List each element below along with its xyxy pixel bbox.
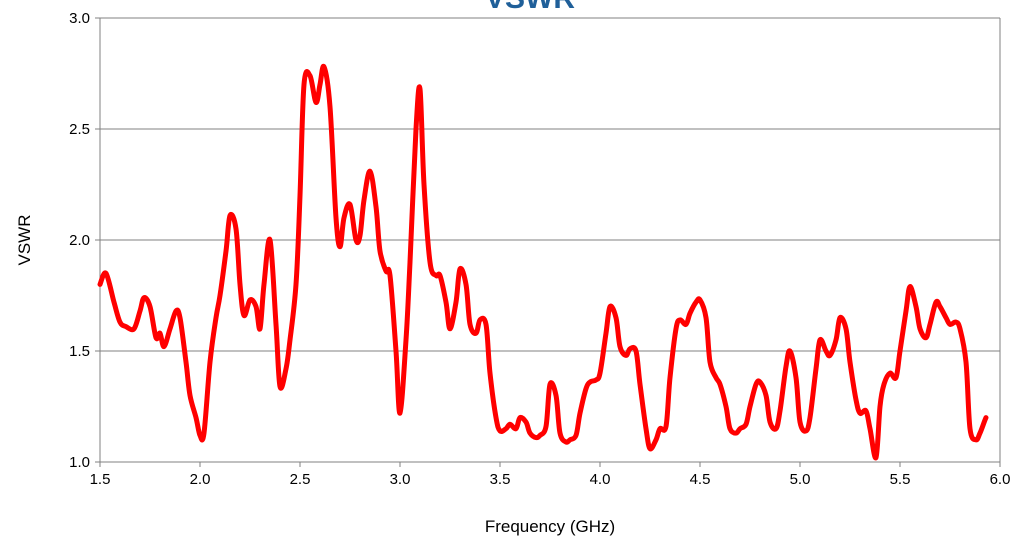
x-tick-labels: 1.5 2.0 2.5 3.0 3.5 4.0 4.5 5.0 5.5 6.0 <box>90 471 1011 488</box>
y-tick-label: 2.5 <box>69 121 90 138</box>
x-tick-label: 2.0 <box>190 471 211 488</box>
x-tick-label: 3.5 <box>490 471 511 488</box>
x-tick-label: 6.0 <box>990 471 1011 488</box>
x-tick-label: 3.0 <box>390 471 411 488</box>
y-tick-label: 1.5 <box>69 343 90 360</box>
chart-title: VSWR <box>485 0 575 15</box>
axes <box>99 18 1001 467</box>
y-tick-label: 2.0 <box>69 232 90 249</box>
x-axis-label: Frequency (GHz) <box>485 517 615 536</box>
y-tick-label: 1.0 <box>69 454 90 471</box>
x-tick-label: 1.5 <box>90 471 111 488</box>
vswr-series-line <box>97 63 989 461</box>
x-tick-label: 4.0 <box>590 471 611 488</box>
series <box>97 63 989 461</box>
x-tick-label: 2.5 <box>290 471 311 488</box>
y-tick-labels: 1.0 1.5 2.0 2.5 3.0 <box>69 10 90 471</box>
x-tick-label: 5.5 <box>890 471 911 488</box>
y-tick-label: 3.0 <box>69 10 90 27</box>
y-axis-label: VSWR <box>15 215 34 266</box>
x-tick-label: 4.5 <box>690 471 711 488</box>
x-tick-label: 5.0 <box>790 471 811 488</box>
